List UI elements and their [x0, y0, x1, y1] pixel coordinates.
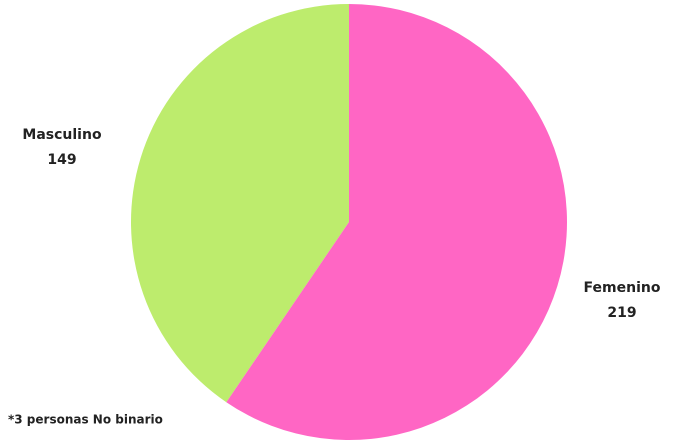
value-label: 149 — [47, 152, 76, 168]
slice-label: Masculino — [22, 127, 102, 143]
note: *3 personas No binario — [8, 413, 163, 427]
slice-label: Femenino — [584, 280, 661, 296]
slice — [130, 3, 349, 403]
slice — [226, 4, 567, 440]
value-label: 219 — [607, 305, 636, 321]
